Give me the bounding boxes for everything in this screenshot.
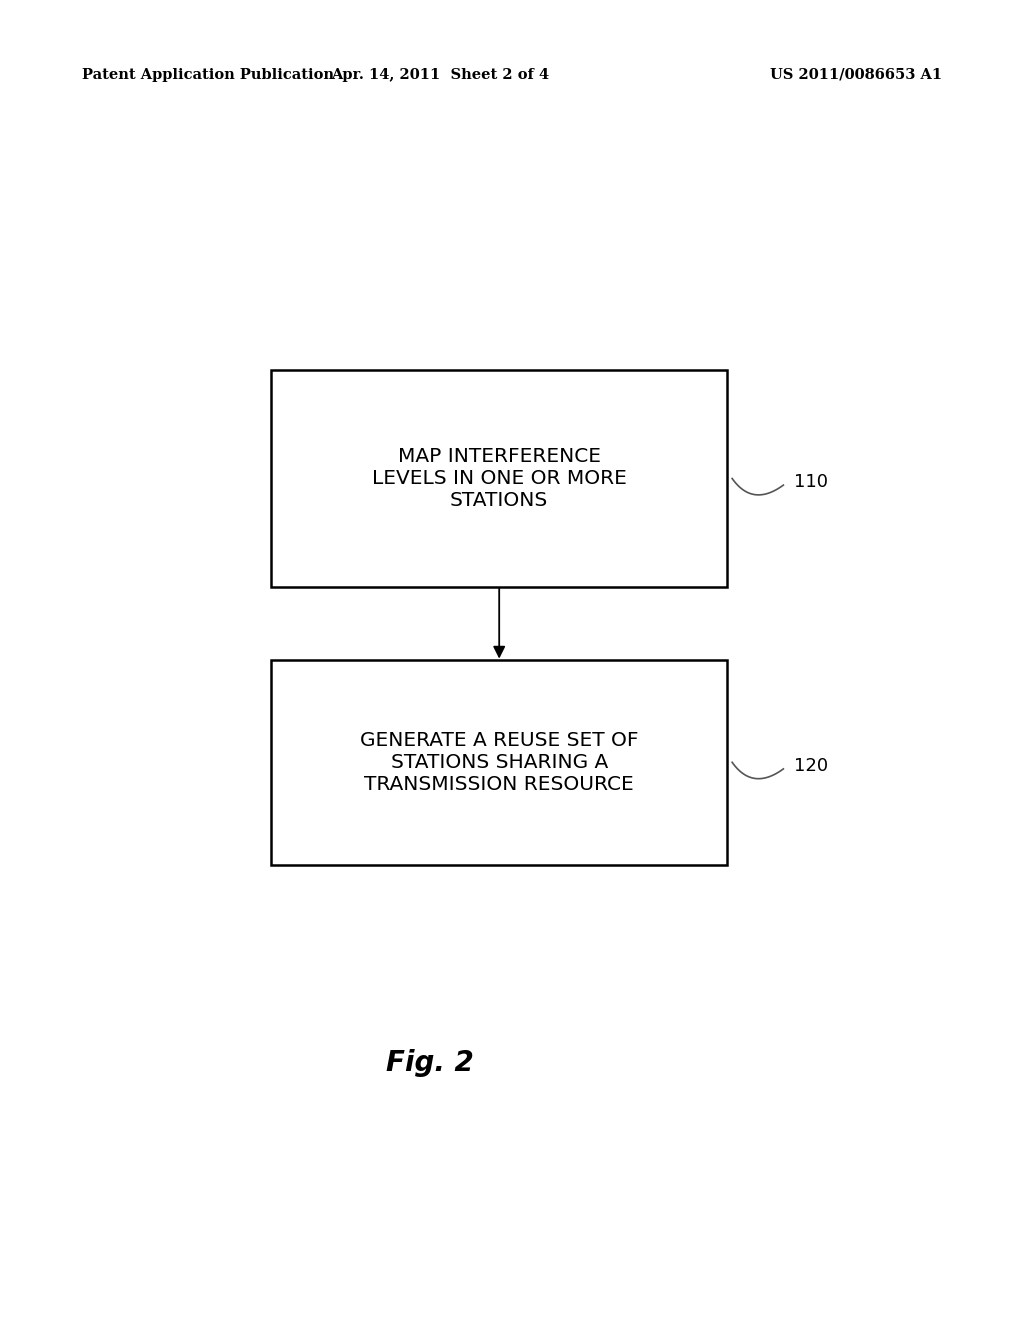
Text: Patent Application Publication: Patent Application Publication: [82, 69, 334, 82]
Text: 120: 120: [794, 758, 827, 775]
Text: 110: 110: [794, 474, 827, 491]
Text: Apr. 14, 2011  Sheet 2 of 4: Apr. 14, 2011 Sheet 2 of 4: [331, 69, 550, 82]
Text: GENERATE A REUSE SET OF
STATIONS SHARING A
TRANSMISSION RESOURCE: GENERATE A REUSE SET OF STATIONS SHARING…: [360, 731, 638, 793]
Bar: [271, 660, 727, 865]
Text: MAP INTERFERENCE
LEVELS IN ONE OR MORE
STATIONS: MAP INTERFERENCE LEVELS IN ONE OR MORE S…: [372, 447, 627, 510]
Text: Fig. 2: Fig. 2: [386, 1048, 474, 1077]
Bar: [271, 370, 727, 587]
Text: US 2011/0086653 A1: US 2011/0086653 A1: [770, 69, 942, 82]
